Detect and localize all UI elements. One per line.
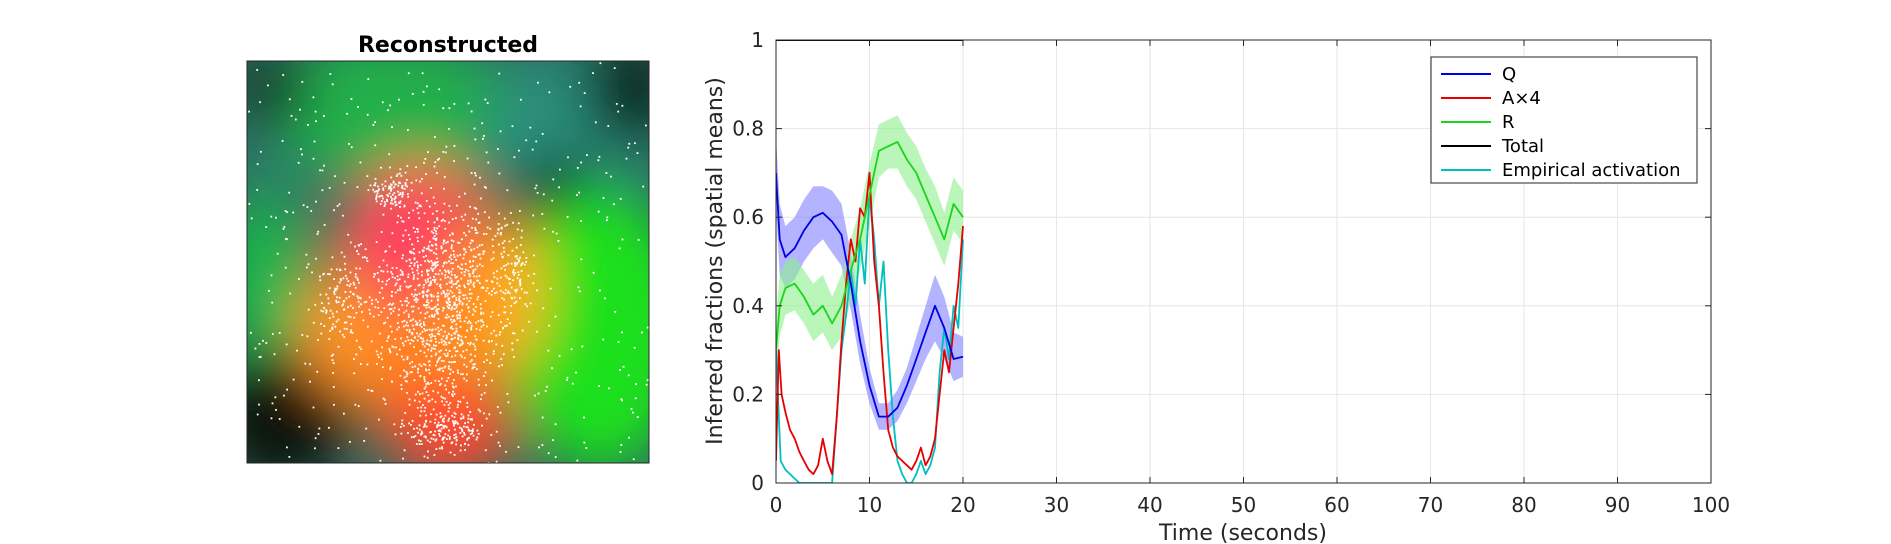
x-tick-label: 100 <box>1692 493 1730 517</box>
series-line-r <box>776 141 964 351</box>
legend-entry-label: Total <box>1501 136 1544 157</box>
band-r <box>776 115 963 386</box>
legend-entry-label: Q <box>1502 64 1516 85</box>
line-chart-panel: 0 10 20 30 40 50 60 70 80 90 100 0 0.2 0.4 0.6 0.8 1 Ti… <box>703 28 1730 544</box>
legend: Q A×4 R Total Empirical activation <box>1430 56 1698 184</box>
y-tick-label: 1 <box>751 28 764 52</box>
series-line-q <box>776 172 964 418</box>
y-axis-label: Inferred fractions (spatial means) <box>703 77 728 445</box>
x-tick-label: 40 <box>1137 493 1162 517</box>
x-tick-label: 70 <box>1418 493 1443 517</box>
x-tick-label: 50 <box>1231 493 1256 517</box>
x-axis-label: Time (seconds) <box>1158 521 1327 544</box>
legend-entry-label: R <box>1502 112 1515 133</box>
heatmap-image <box>247 61 649 463</box>
x-tick-label: 10 <box>857 493 882 517</box>
legend-entry-label: A×4 <box>1502 88 1541 109</box>
y-axis: 0 0.2 0.4 0.6 0.8 1 <box>732 28 1711 495</box>
x-tick-label: 0 <box>770 493 783 517</box>
y-tick-label: 0.6 <box>732 205 764 229</box>
series-lines <box>776 40 964 483</box>
y-tick-label: 0.2 <box>732 382 764 406</box>
x-tick-label: 60 <box>1324 493 1349 517</box>
x-tick-label: 90 <box>1605 493 1630 517</box>
y-tick-label: 0.8 <box>732 117 764 141</box>
activation-points <box>248 62 649 463</box>
legend-box <box>1430 56 1698 184</box>
x-tick-label: 80 <box>1511 493 1536 517</box>
heatmap-frame <box>246 60 650 464</box>
heatmap-panel: Reconstructed <box>246 33 650 464</box>
y-tick-label: 0 <box>751 471 764 495</box>
y-tick-label: 0.4 <box>732 294 764 318</box>
x-axis: 0 10 20 30 40 50 60 70 80 90 100 <box>770 40 1730 517</box>
series-line-a-4 <box>776 172 964 475</box>
heatmap-title: Reconstructed <box>358 33 538 58</box>
x-tick-label: 30 <box>1044 493 1069 517</box>
legend-entry-label: Empirical activation <box>1502 160 1681 181</box>
x-tick-label: 20 <box>950 493 975 517</box>
